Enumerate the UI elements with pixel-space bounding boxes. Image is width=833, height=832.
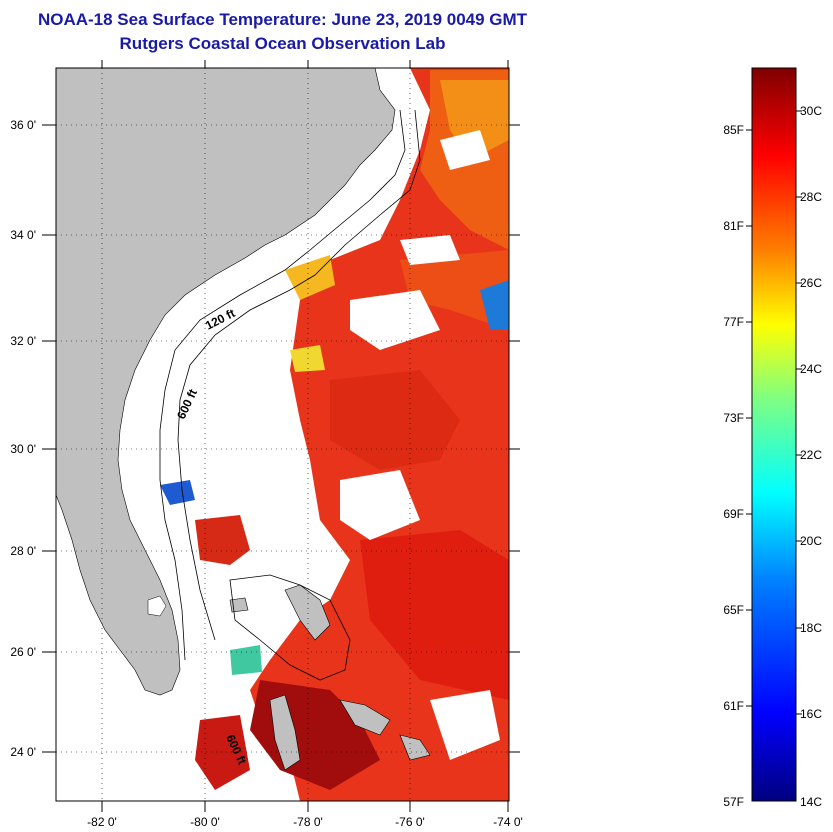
map-title: NOAA-18 Sea Surface Temperature: June 23… — [37, 10, 528, 29]
colorbar-c-label: 26C — [800, 276, 822, 290]
bahamas-islands — [229, 584, 431, 771]
colorbar-f-label: 69F — [723, 507, 744, 521]
colorbar-f-label: 81F — [723, 219, 744, 233]
lon-label: -82 0' — [87, 815, 117, 829]
colorbar-ticks — [746, 110, 802, 715]
lon-label: -78 0' — [293, 815, 323, 829]
lat-label: 30 0' — [10, 442, 36, 456]
lat-label: 36 0' — [10, 118, 36, 132]
lat-label: 34 0' — [10, 228, 36, 242]
graticule — [56, 68, 509, 801]
colorbar-c-label: 14C — [800, 795, 822, 809]
colorbar-c-label: 24C — [800, 362, 822, 376]
lat-label: 28 0' — [10, 544, 36, 558]
colorbar-f-label: 57F — [723, 795, 744, 809]
colorbar-c-label: 22C — [800, 448, 822, 462]
colorbar-f-label: 65F — [723, 603, 744, 617]
longitude-labels: -82 0' -80 0' -78 0' -76 0' -74 0' — [87, 815, 523, 829]
colorbar-fahrenheit-labels: 85F 81F 77F 73F 69F 65F 61F 57F — [723, 123, 744, 809]
latitude-labels: 36 0' 34 0' 32 0' 30 0' 28 0' 26 0' 24 0… — [10, 118, 36, 759]
axis-ticks — [42, 60, 520, 812]
colorbar-c-label: 30C — [800, 104, 822, 118]
lon-label: -74 0' — [493, 815, 523, 829]
colorbar-c-label: 20C — [800, 534, 822, 548]
colorbar-c-label: 18C — [800, 621, 822, 635]
lon-label: -76 0' — [395, 815, 425, 829]
temperature-colorbar — [751, 67, 797, 802]
lat-label: 24 0' — [10, 745, 36, 759]
lat-label: 32 0' — [10, 334, 36, 348]
map-subtitle: Rutgers Coastal Ocean Observation Lab — [119, 34, 446, 53]
isobath-contours — [159, 109, 421, 681]
colorbar-celsius-labels: 30C 28C 26C 24C 22C 20C 18C 16C 14C — [800, 104, 822, 809]
colorbar-f-label: 73F — [723, 411, 744, 425]
sst-field — [160, 68, 509, 801]
colorbar-f-label: 85F — [723, 123, 744, 137]
lon-label: -80 0' — [190, 815, 220, 829]
colorbar-c-label: 16C — [800, 707, 822, 721]
map-border — [55, 67, 510, 802]
colorbar-c-label: 28C — [800, 190, 822, 204]
land-mass — [56, 68, 396, 696]
colorbar-f-label: 61F — [723, 699, 744, 713]
colorbar-f-label: 77F — [723, 315, 744, 329]
lake-okeechobee — [147, 595, 167, 617]
lat-label: 26 0' — [10, 645, 36, 659]
